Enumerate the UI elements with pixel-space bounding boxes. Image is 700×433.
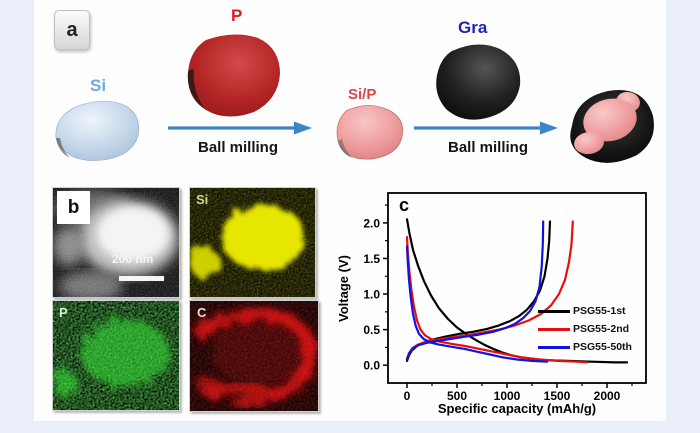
- p-particle-shape: [187, 34, 280, 117]
- c-map-label: C: [197, 305, 207, 320]
- p-map-label: P: [59, 305, 68, 320]
- c-map-image: [189, 300, 319, 412]
- composite-sip-main: [583, 98, 637, 142]
- y-tick-label: 1.0: [363, 288, 380, 302]
- legend-row: PSG55-2nd: [538, 320, 632, 338]
- y-tick-label: 0.0: [363, 359, 380, 373]
- ball-milling-label-1: Ball milling: [197, 139, 278, 156]
- si-map-image: [189, 187, 316, 298]
- panel-a-label-box: a: [54, 10, 90, 50]
- si-map-render: [190, 188, 315, 297]
- sip-label: Si/P: [348, 86, 377, 103]
- legend-label: PSG55-2nd: [573, 323, 630, 335]
- sip-particle-shadow: [338, 139, 352, 158]
- composite-particle: [570, 90, 654, 163]
- y-axis-label-wrap: Voltage (V): [334, 193, 352, 383]
- chart-legend: PSG55-1st PSG55-2nd PSG55-50th: [538, 302, 632, 356]
- legend-row: PSG55-1st: [538, 302, 632, 320]
- gra-particle-shape: [436, 44, 521, 120]
- si-label: Si: [90, 76, 107, 95]
- x-tick-label: 500: [447, 389, 467, 403]
- p-map-render: [53, 301, 179, 410]
- si-map-label: Si: [196, 192, 209, 207]
- p-particle-shadow: [187, 69, 204, 108]
- x-tick-label: 1000: [494, 389, 521, 403]
- y-tick-label: 2.0: [363, 216, 380, 230]
- PSG55-2nd-discharge-curve: [405, 236, 589, 364]
- arrow-head: [294, 121, 312, 135]
- x-tick-label: 1500: [544, 389, 571, 403]
- si-particle-shape: [55, 100, 140, 161]
- panel-b-label: b: [67, 196, 80, 218]
- legend-label: PSG55-1st: [573, 305, 626, 317]
- voltage-capacity-chart: 0 500 1000 1500 2000 0.0 0.5 1.0 1.5 2.0: [363, 192, 647, 403]
- p-label: P: [231, 6, 243, 25]
- ball-milling-label-2: Ball milling: [447, 139, 528, 156]
- p-particle: [187, 34, 280, 117]
- gra-label: Gra: [458, 18, 488, 37]
- x-tick-label: 0: [404, 389, 411, 403]
- panel-b-label-box: b: [57, 191, 90, 224]
- si-particle-shadow: [56, 138, 70, 158]
- si-particle: [55, 100, 140, 161]
- y-tick-label: 1.5: [363, 252, 380, 266]
- sip-particle: [336, 105, 403, 160]
- x-axis-label: Specific capacity (mAh/g): [437, 401, 597, 416]
- scale-bar: [119, 276, 164, 281]
- c-map-render: [190, 301, 318, 411]
- legend-line-psg55-1st: [538, 309, 570, 313]
- scale-bar-text: 200 nm: [112, 252, 154, 266]
- arrow-head: [540, 121, 558, 135]
- legend-label: PSG55-50th: [573, 341, 632, 353]
- legend-line-psg55-50th: [538, 345, 570, 349]
- PSG55-50th-discharge-curve: [405, 245, 549, 363]
- p-map-image: [52, 300, 180, 411]
- sip-particle-shape: [336, 105, 403, 160]
- ball-milling-arrow-2: [414, 121, 558, 135]
- legend-line-psg55-2nd: [538, 327, 570, 331]
- ball-milling-arrow-1: [168, 121, 312, 135]
- x-tick-label: 2000: [594, 389, 621, 403]
- y-axis-label: Voltage (V): [335, 254, 351, 322]
- y-tick-label: 0.5: [363, 323, 380, 337]
- composite-sip-small: [574, 131, 604, 155]
- gra-particle: [436, 44, 521, 120]
- panel-a-label: a: [66, 18, 78, 41]
- panel-c-label: c: [399, 195, 410, 215]
- legend-row: PSG55-50th: [538, 338, 632, 356]
- PSG55-50th-charge-curve: [405, 220, 545, 361]
- plot-frame: [387, 192, 647, 384]
